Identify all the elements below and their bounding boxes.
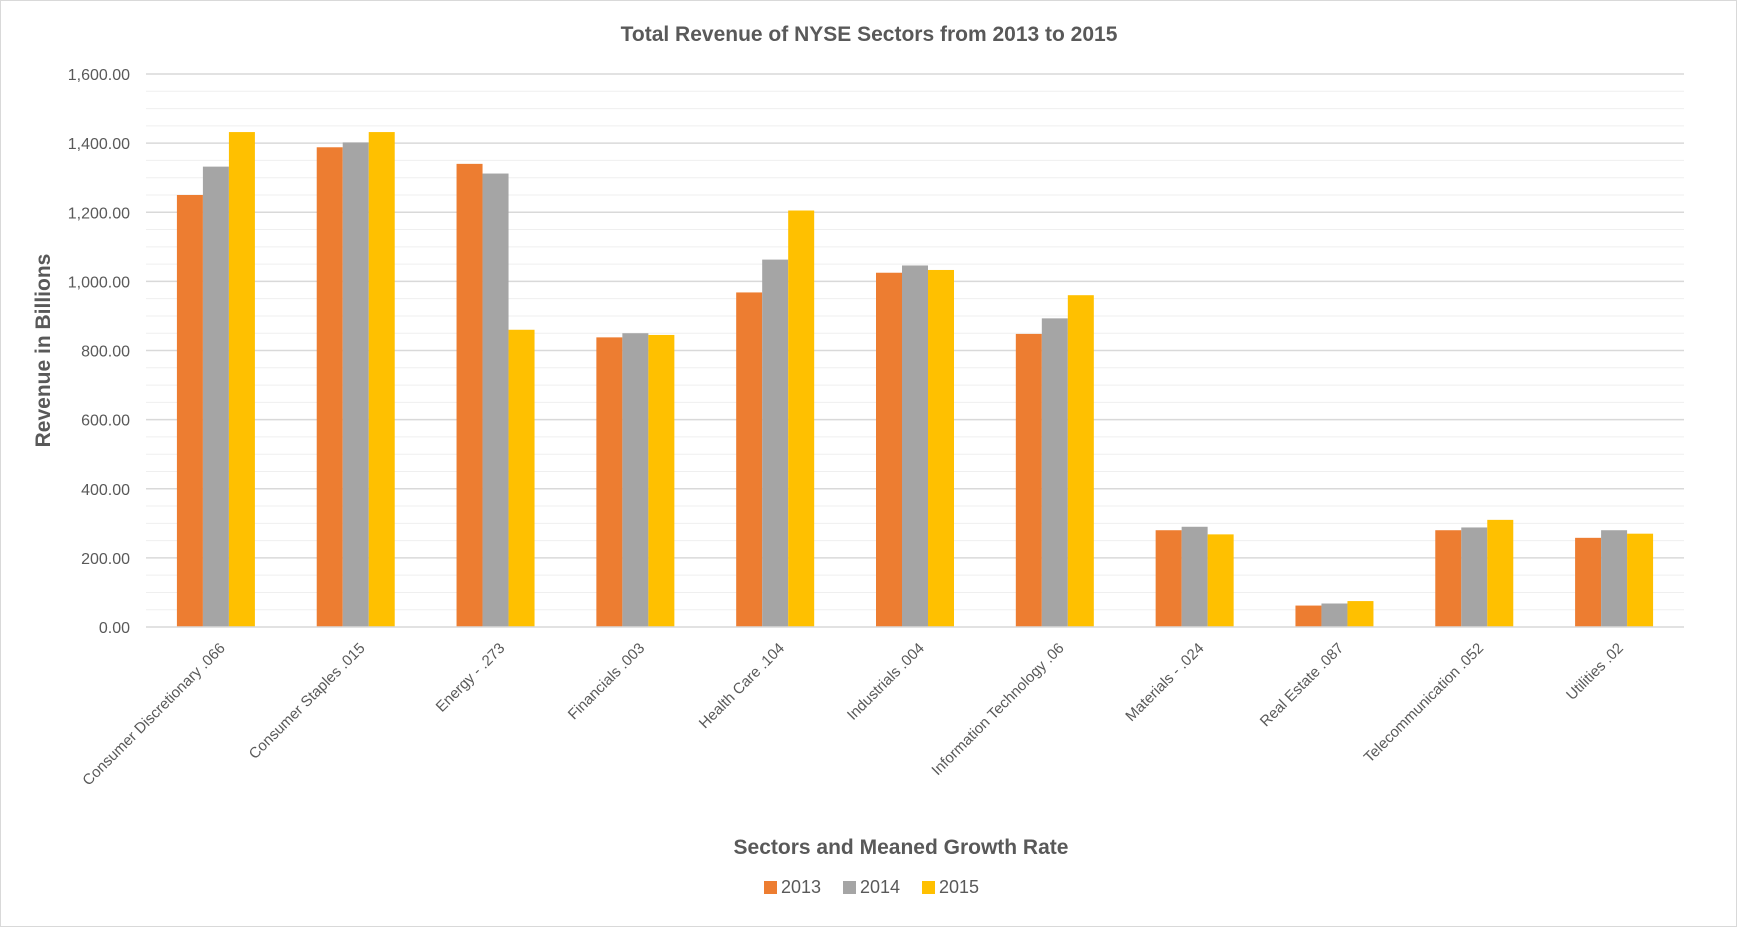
bar-2015 — [1207, 534, 1234, 627]
bar-2013 — [1575, 537, 1602, 627]
bar-2015 — [1487, 519, 1514, 627]
legend-label-2013: 2013 — [781, 877, 821, 897]
y-tick-label: 1,400.00 — [68, 136, 130, 153]
x-category-label: Consumer Discretionary .066 — [79, 640, 228, 789]
bar-2013 — [876, 272, 902, 627]
bar-2014 — [762, 259, 789, 627]
legend: 2013 2014 2015 — [764, 877, 979, 897]
y-tick-label: 1,000.00 — [68, 274, 130, 291]
x-category-label: Materials - .024 — [1122, 640, 1207, 725]
bar-2015 — [1627, 533, 1654, 627]
y-tick-label: 200.00 — [81, 551, 130, 568]
bar-2015 — [788, 210, 815, 627]
y-tick-label: 1,200.00 — [68, 205, 130, 222]
y-tick-label: 600.00 — [81, 413, 130, 430]
y-axis-ticks: 0.00 200.00 400.00 600.00 800.00 1,000.00 1,20… — [68, 67, 130, 637]
bar-2015 — [648, 334, 675, 627]
bar-2013 — [1015, 333, 1042, 627]
bar-2013 — [1295, 605, 1322, 627]
bar-2014 — [1601, 530, 1628, 627]
bar-2014 — [202, 166, 229, 627]
bar-2014 — [1321, 603, 1348, 627]
x-axis-labels: Consumer Discretionary .066 Consumer Stap… — [79, 640, 1627, 789]
legend-swatch-2014 — [843, 881, 856, 894]
bar-2014 — [1461, 527, 1488, 627]
bar-2013 — [456, 163, 483, 628]
y-tick-label: 0.00 — [99, 620, 130, 637]
legend-swatch-2015 — [922, 881, 935, 894]
x-axis-title: Sectors and Meaned Growth Rate — [734, 836, 1069, 859]
chart-title: Total Revenue of NYSE Sectors from 2013 … — [621, 23, 1118, 46]
bar-2015 — [928, 269, 954, 627]
bar-2014 — [1181, 526, 1208, 627]
bar-2014 — [902, 265, 928, 627]
x-category-label: Financials .003 — [565, 640, 648, 723]
y-axis-title: Revenue in Billions — [32, 254, 55, 448]
x-category-label: Utilities .02 — [1563, 640, 1627, 704]
y-tick-label: 800.00 — [81, 344, 130, 361]
bar-2013 — [176, 194, 203, 627]
x-category-label: Telecommunication .052 — [1361, 640, 1487, 766]
x-category-label: Health Care .104 — [696, 640, 788, 732]
bar-2013 — [736, 292, 763, 627]
legend-label-2015: 2015 — [939, 877, 979, 897]
legend-label-2014: 2014 — [860, 877, 900, 897]
y-tick-label: 400.00 — [81, 482, 130, 499]
bar-2014 — [342, 142, 369, 627]
bars — [176, 132, 1654, 628]
x-category-label: Energy - .273 — [433, 640, 509, 716]
bar-2014 — [1041, 318, 1068, 627]
bar-2013 — [596, 337, 623, 627]
bar-2014 — [482, 173, 509, 628]
x-category-label: Industrials .004 — [844, 640, 928, 724]
x-category-label: Consumer Staples .015 — [246, 640, 369, 763]
bar-2015 — [368, 132, 395, 627]
bar-2013 — [1155, 530, 1182, 627]
bar-2015 — [1067, 295, 1094, 627]
bar-2013 — [1435, 530, 1462, 627]
bar-2013 — [316, 147, 343, 627]
bar-2015 — [1347, 601, 1374, 627]
bar-2015 — [228, 132, 255, 627]
bar-2014 — [622, 333, 649, 627]
y-tick-label: 1,600.00 — [68, 67, 130, 84]
bar-2015 — [508, 329, 535, 627]
x-category-label: Real Estate .087 — [1257, 640, 1347, 730]
x-category-label: Information Technology .06 — [928, 640, 1067, 779]
legend-swatch-2013 — [764, 881, 777, 894]
